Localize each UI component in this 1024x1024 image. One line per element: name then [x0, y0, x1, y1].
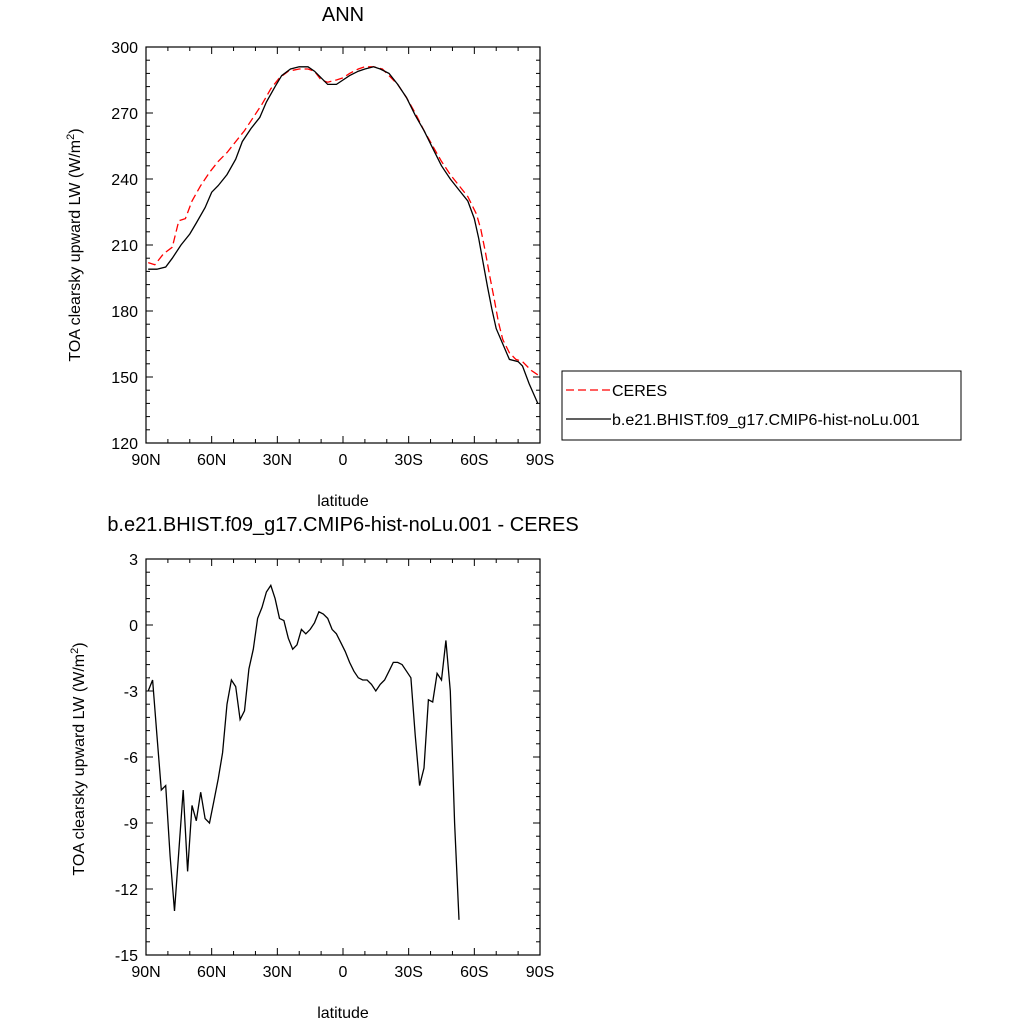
y-tick-label: 150: [111, 370, 138, 387]
series-line-1: [148, 66, 539, 404]
x-tick-label: 30S: [394, 964, 422, 981]
x-tick-labels: 90N 60N 30N 0 30S 60S 90S: [131, 452, 554, 469]
y-tick-label: 240: [111, 172, 138, 189]
legend: CERES b.e21.BHIST.f09_g17.CMIP6-hist-noL…: [561, 370, 962, 441]
y-axis-label: TOA clearsky upward LW (W/m2): [65, 128, 84, 361]
x-tick-label: 60S: [460, 964, 488, 981]
x-tick-label: 90S: [526, 964, 554, 981]
y-tick-label: 0: [129, 618, 138, 635]
x-tick-label: 90S: [526, 452, 554, 469]
x-tick-label: 30S: [394, 452, 422, 469]
plot-border: [145, 558, 541, 956]
x-tick-label: 30N: [263, 452, 292, 469]
series-lines: [147, 66, 539, 404]
x-axis-label: latitude: [317, 493, 369, 510]
x-tick-label: 60N: [197, 964, 226, 981]
series-lines: [147, 583, 460, 920]
legend-box: [561, 370, 962, 441]
chart-title: b.e21.BHIST.f09_g17.CMIP6-hist-noLu.001 …: [107, 514, 578, 536]
y-tick-labels: -15 -12 -9 -6 -3 0 3: [115, 552, 138, 965]
y-tick-label: 180: [111, 304, 138, 321]
y-tick-label: -6: [124, 750, 138, 767]
x-tick-label: 60N: [197, 452, 226, 469]
chart-annual-lw: ANN 90N 60N 30N 0 30S 60S 90S 120 150 180 210 240 2…: [65, 4, 554, 510]
y-tick-label: -3: [124, 684, 138, 701]
axes-frame: [145, 558, 541, 956]
y-tick-label: 210: [111, 238, 138, 255]
series-line-0: [147, 66, 539, 376]
x-axis-label: latitude: [317, 1005, 369, 1022]
x-tick-label: 60S: [460, 452, 488, 469]
x-tick-label: 90N: [131, 964, 160, 981]
y-tick-labels: 120 150 180 210 240 270 300: [111, 40, 138, 453]
series-line-0: [147, 583, 460, 920]
axes-frame: [145, 46, 541, 444]
y-tick-label: 3: [129, 552, 138, 569]
legend-label-model: b.e21.BHIST.f09_g17.CMIP6-hist-noLu.001: [612, 412, 920, 429]
y-tick-label: -9: [124, 816, 138, 833]
x-tick-label: 90N: [131, 452, 160, 469]
x-tick-labels: 90N 60N 30N 0 30S 60S 90S: [131, 964, 554, 981]
legend-label-ceres: CERES: [612, 383, 667, 400]
y-axis-label: TOA clearsky upward LW (W/m2): [69, 642, 88, 875]
x-tick-label: 0: [339, 452, 348, 469]
x-tick-label: 30N: [263, 964, 292, 981]
y-tick-label: 270: [111, 106, 138, 123]
y-tick-label: 300: [111, 40, 138, 57]
chart-title: ANN: [322, 4, 364, 26]
y-tick-label: -15: [115, 948, 138, 965]
chart-difference-lw: b.e21.BHIST.f09_g17.CMIP6-hist-noLu.001 …: [69, 514, 579, 1022]
y-tick-label: -12: [115, 882, 138, 899]
y-tick-label: 120: [111, 436, 138, 453]
plot-border: [145, 46, 541, 444]
x-tick-label: 0: [339, 964, 348, 981]
